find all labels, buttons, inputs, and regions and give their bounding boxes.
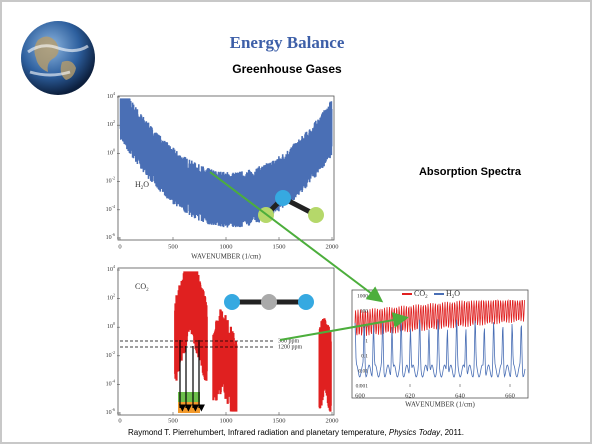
x-tick-label: 500 xyxy=(168,417,178,424)
tick-base: 10 xyxy=(107,296,113,302)
y-tick-label: 1000 xyxy=(357,293,368,299)
orange-band xyxy=(178,402,200,413)
formula-rest: O xyxy=(454,289,460,298)
formula-base: CO xyxy=(135,282,146,291)
tick-exp: 0 xyxy=(113,322,115,327)
tick-base: 10 xyxy=(107,123,113,129)
y-tick-label: 0.01 xyxy=(358,368,368,374)
y-tick-label: 100 xyxy=(107,322,115,331)
x-tick-label: 2000 xyxy=(326,417,339,424)
subtitle: Greenhouse Gases xyxy=(232,62,342,76)
tick-base: 10 xyxy=(106,235,112,241)
tick-base: 10 xyxy=(106,207,112,213)
y-tick-label: 10-2 xyxy=(106,176,115,185)
level-label: 300 ppm xyxy=(278,338,300,344)
x-tick-label: 1500 xyxy=(273,243,286,250)
x-tick-label: 0 xyxy=(118,417,121,424)
formula-sub: 2 xyxy=(452,295,455,300)
level-label: 1200 ppm xyxy=(278,344,303,350)
y-tick-label: 100 xyxy=(360,308,369,314)
formula: CO2 xyxy=(135,282,149,293)
tick-base: 10 xyxy=(106,179,112,185)
tick-base: 10 xyxy=(106,353,112,359)
tick-exp: 2 xyxy=(113,293,115,298)
x-tick-label: 0 xyxy=(118,243,121,250)
tick-base: 10 xyxy=(107,94,113,100)
formula-sub: 2 xyxy=(141,186,144,191)
tick-exp: -4 xyxy=(112,379,115,384)
x-axis-label: WAVENUMBER (1/cm) xyxy=(405,401,475,409)
side-label: Absorption Spectra xyxy=(419,166,522,178)
y-tick-label: 104 xyxy=(107,264,115,273)
formula: CO2 xyxy=(414,289,428,300)
green-band xyxy=(178,392,200,402)
tick-exp: -6 xyxy=(112,232,115,237)
y-tick-label: 10-6 xyxy=(106,407,115,416)
x-tick-label: 620 xyxy=(405,392,415,399)
citation-text: Raymond T. Pierrehumbert, Infrared radia… xyxy=(128,428,389,437)
tick-exp: 4 xyxy=(113,264,115,269)
tick-exp: -2 xyxy=(112,176,115,181)
formula-base: CO xyxy=(414,289,425,298)
x-tick-label: 2000 xyxy=(326,243,339,250)
y-tick-label: 10-4 xyxy=(106,379,115,388)
citation-text: , 2011. xyxy=(440,428,464,437)
formula-rest: O xyxy=(143,180,149,189)
molecules xyxy=(224,190,324,310)
x-tick-label: 1000 xyxy=(220,417,233,424)
formula: H2O xyxy=(135,180,149,191)
y-tick-label: 10 xyxy=(363,323,369,329)
tick-base: 10 xyxy=(107,151,113,157)
tick-exp: -2 xyxy=(112,350,115,355)
inset-panel: 1000 100 10 1 0.1 0.01 0.001 600 620 640 660 WAVENU… xyxy=(351,289,529,409)
y-tick-label: 10-6 xyxy=(106,232,115,241)
x-tick-label: 500 xyxy=(168,243,178,250)
tick-base: 10 xyxy=(107,267,113,273)
y-tick-label: 104 xyxy=(107,91,115,100)
y-tick-label: 0.1 xyxy=(361,353,368,359)
title: Energy Balance xyxy=(230,33,345,52)
arrows xyxy=(209,171,409,341)
tick-exp: -4 xyxy=(112,204,115,209)
tick-exp: 2 xyxy=(113,120,115,125)
formula: H2O xyxy=(446,289,460,300)
y-tick-label: 102 xyxy=(107,120,115,129)
formula-base: H xyxy=(135,180,141,189)
y-tick-label: 0.001 xyxy=(356,383,369,389)
x-axis-label: WAVENUMBER (1/cm) xyxy=(191,253,261,261)
y-tick-label: 10-2 xyxy=(106,350,115,359)
earth-image xyxy=(21,21,95,95)
x-tick-label: 660 xyxy=(505,392,515,399)
formula-base: H xyxy=(446,289,452,298)
citation: Raymond T. Pierrehumbert, Infrared radia… xyxy=(128,428,464,437)
y-tick-label: 1 xyxy=(365,338,368,344)
y-tick-label: 10-4 xyxy=(106,204,115,213)
inset-h2o-line xyxy=(354,319,526,379)
formula-sub: 2 xyxy=(146,288,149,293)
tick-base: 10 xyxy=(106,410,112,416)
x-tick-label: 1000 xyxy=(220,243,233,250)
co2-spectrum xyxy=(174,271,332,412)
tick-base: 10 xyxy=(106,382,112,388)
h2o-spectrum xyxy=(119,98,333,228)
tick-exp: 0 xyxy=(113,148,115,153)
x-tick-label: 600 xyxy=(355,392,365,399)
y-tick-label: 100 xyxy=(107,148,115,157)
y-tick-label: 102 xyxy=(107,293,115,302)
tick-base: 10 xyxy=(107,325,113,331)
x-tick-label: 1500 xyxy=(273,417,286,424)
x-tick-label: 640 xyxy=(455,392,465,399)
tick-exp: -6 xyxy=(112,407,115,412)
citation-journal: Physics Today xyxy=(389,428,441,437)
tick-exp: 4 xyxy=(113,91,115,96)
formula-sub: 2 xyxy=(425,295,428,300)
